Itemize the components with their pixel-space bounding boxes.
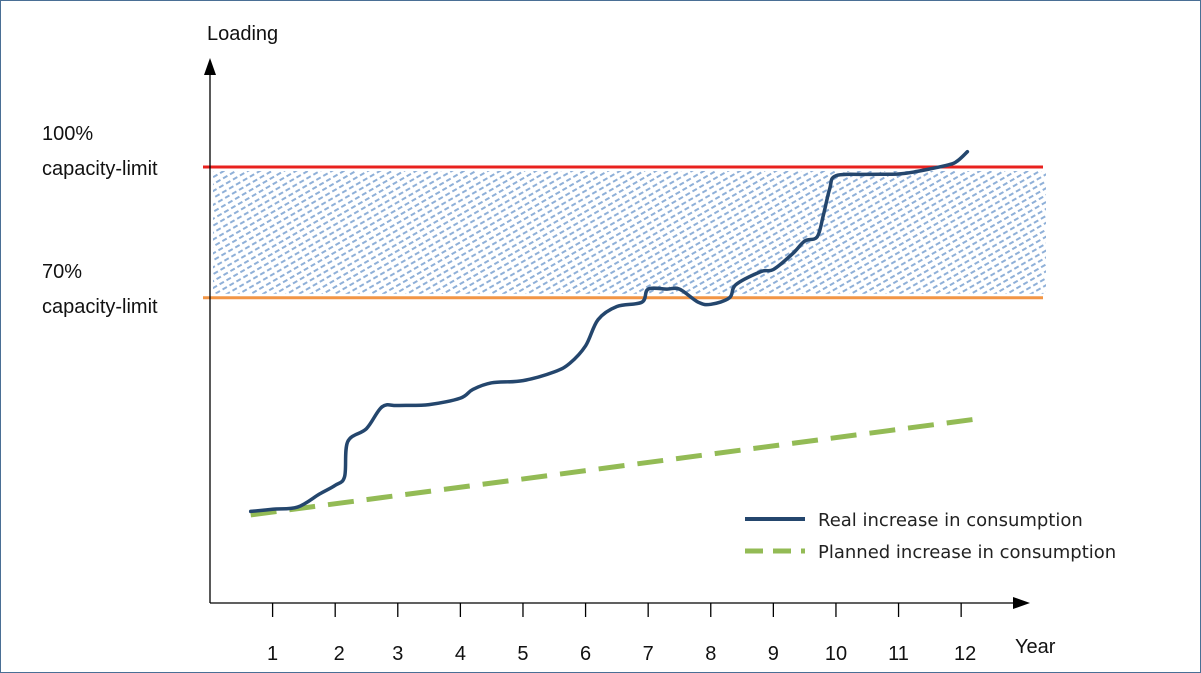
x-tick-label: 3 [392, 643, 403, 665]
x-tick-label: 2 [334, 643, 345, 665]
axes [204, 58, 1030, 609]
capacity-100-percent-label: 100% [42, 123, 93, 145]
x-tick-label: 8 [705, 643, 716, 665]
legend: Real increase in consumption Planned inc… [745, 510, 1116, 563]
capacity-band [213, 171, 1046, 294]
x-tick-label: 1 [267, 643, 278, 665]
x-tick-label: 12 [954, 643, 976, 665]
legend-planned-label: Planned increase in consumption [818, 542, 1116, 563]
capacity-100-limit-label: capacity-limit [42, 158, 158, 180]
x-tick-label: 9 [768, 643, 779, 665]
x-axis-arrow [1013, 597, 1030, 609]
x-axis-title: Year [1015, 636, 1056, 658]
y-axis-arrow [204, 58, 216, 75]
x-ticks: 1 2 3 4 5 6 7 8 9 10 11 12 [267, 603, 976, 665]
side-labels: 100% capacity-limit 70% capacity-limit [42, 123, 158, 318]
y-axis-title: Loading [207, 23, 278, 45]
x-tick-label: 4 [455, 643, 466, 665]
x-tick-label: 5 [517, 643, 528, 665]
capacity-70-limit-label: capacity-limit [42, 296, 158, 318]
x-tick-label: 7 [643, 643, 654, 665]
x-tick-label: 10 [825, 643, 847, 665]
x-tick-label: 6 [580, 643, 591, 665]
legend-real-label: Real increase in consumption [818, 510, 1083, 531]
planned-consumption-line [250, 416, 981, 518]
capacity-70-percent-label: 70% [42, 261, 82, 283]
x-tick-label: 11 [888, 643, 909, 665]
real-consumption-line [248, 149, 970, 514]
